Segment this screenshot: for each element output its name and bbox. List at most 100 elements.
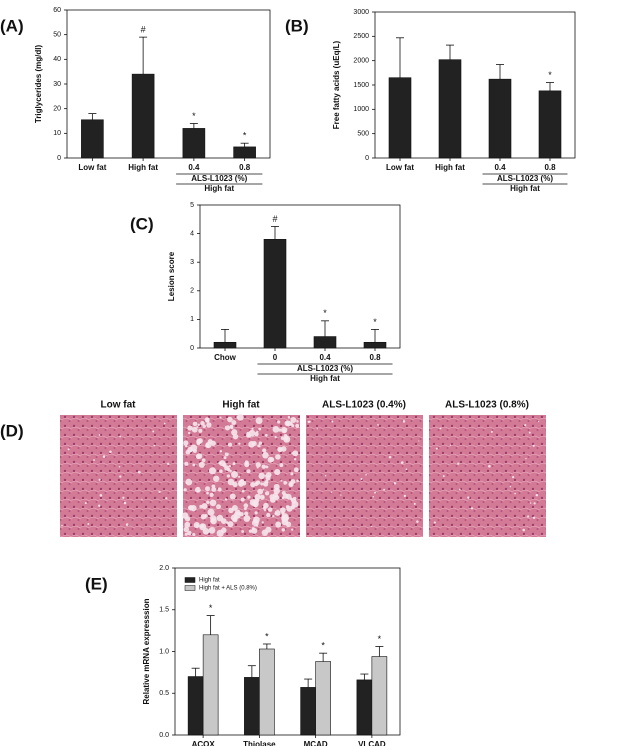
y-axis-label: Lesion score xyxy=(167,251,176,301)
lipid-droplet xyxy=(152,430,155,433)
x-tick-label: Low fat xyxy=(78,163,106,172)
y-tick-label: 500 xyxy=(357,131,369,138)
lipid-droplet xyxy=(208,526,216,534)
lipid-droplet xyxy=(205,486,211,492)
lipid-droplet xyxy=(371,525,373,527)
x-tick-label: 0 xyxy=(273,353,278,362)
lipid-droplet xyxy=(296,479,299,483)
lipid-droplet xyxy=(416,520,419,523)
lipid-droplet xyxy=(528,431,531,434)
group-sublabel: High fat xyxy=(510,184,540,193)
lipid-droplet xyxy=(216,514,224,522)
lipid-droplet xyxy=(522,528,526,532)
image-title: ALS-L1023 (0.4%) xyxy=(322,400,406,411)
lipid-droplet xyxy=(262,452,269,459)
bar xyxy=(438,59,462,159)
x-tick-label: Low fat xyxy=(386,163,414,172)
lipid-droplet xyxy=(98,434,101,436)
lipid-droplet xyxy=(217,487,222,492)
lipid-droplet xyxy=(238,475,241,478)
lipid-droplet xyxy=(413,502,416,505)
lipid-droplet xyxy=(261,464,266,469)
lipid-droplet xyxy=(196,441,201,446)
lipid-droplet xyxy=(190,505,197,512)
lipid-droplet xyxy=(193,521,200,529)
lipid-droplet xyxy=(275,454,281,460)
lipid-droplet xyxy=(118,465,121,468)
lipid-droplet xyxy=(202,528,210,535)
lipid-droplet xyxy=(282,428,286,433)
lipid-droplet xyxy=(184,461,189,466)
lipid-droplet xyxy=(184,521,191,528)
lipid-droplet xyxy=(206,500,210,505)
lipid-droplet xyxy=(222,462,226,466)
lipid-droplet xyxy=(197,423,200,427)
lipid-droplet xyxy=(137,470,141,474)
lipid-droplet xyxy=(167,462,170,465)
lipid-droplet xyxy=(274,436,277,439)
lipid-droplet xyxy=(209,492,214,497)
histology-image xyxy=(306,415,423,537)
lipid-droplet xyxy=(274,512,277,515)
lipid-droplet xyxy=(291,500,299,508)
lipid-droplet xyxy=(227,442,233,447)
lipid-droplet xyxy=(280,507,286,514)
lipid-droplet xyxy=(185,482,188,485)
lipid-droplet xyxy=(206,419,210,423)
lipid-droplet xyxy=(232,517,238,523)
lipid-droplet xyxy=(537,420,540,423)
lipid-droplet xyxy=(265,433,268,437)
lipid-droplet xyxy=(289,497,293,500)
lipid-droplet xyxy=(260,482,264,486)
lipid-droplet xyxy=(285,521,292,528)
x-tick-label: Chow xyxy=(214,353,237,362)
lipid-droplet xyxy=(277,446,283,453)
lipid-droplet xyxy=(524,424,527,427)
lipid-droplet xyxy=(184,532,188,536)
lipid-droplet xyxy=(280,436,285,440)
bar xyxy=(300,687,316,736)
x-tick-label: 0.4 xyxy=(494,163,506,172)
lipid-droplet xyxy=(253,500,257,504)
lipid-droplet xyxy=(224,425,231,431)
lipid-droplet xyxy=(153,444,156,447)
lipid-droplet xyxy=(219,416,222,419)
lipid-droplet xyxy=(184,445,188,448)
lipid-droplet xyxy=(286,505,293,512)
lipid-droplet xyxy=(267,507,273,512)
lipid-droplet xyxy=(403,494,407,498)
lipid-droplet xyxy=(280,479,283,482)
lipid-droplet xyxy=(377,424,379,426)
bar xyxy=(488,78,512,159)
significance-mark: * xyxy=(323,308,327,318)
lipid-droplet xyxy=(163,422,166,425)
lipid-droplet xyxy=(192,463,196,467)
legend-label: High fat + ALS (0.8%) xyxy=(199,586,257,592)
image-title: High fat xyxy=(222,400,260,411)
image-title: ALS-L1023 (0.8%) xyxy=(445,400,529,411)
lipid-droplet xyxy=(258,441,263,445)
lipid-droplet xyxy=(286,516,290,520)
lipid-droplet xyxy=(183,440,189,446)
lipid-droplet xyxy=(238,442,241,445)
lipid-droplet xyxy=(269,457,275,462)
y-tick-label: 2500 xyxy=(353,33,369,40)
y-tick-label: 50 xyxy=(53,32,61,39)
x-tick-label: Thiolase xyxy=(243,740,276,746)
lipid-droplet xyxy=(291,528,294,531)
lipid-droplet xyxy=(264,491,270,496)
lipid-droplet xyxy=(236,413,244,421)
lipid-droplet xyxy=(273,487,280,495)
panel-label: (D) xyxy=(0,421,24,440)
lipid-droplet xyxy=(281,528,286,532)
lipid-droplet xyxy=(123,501,127,505)
lipid-droplet xyxy=(290,472,294,476)
lipid-droplet xyxy=(251,441,257,447)
y-tick-label: 30 xyxy=(53,81,61,88)
bar xyxy=(315,661,331,736)
y-axis-label: Free fatty acids (uEq/L) xyxy=(332,40,341,129)
lipid-droplet xyxy=(393,482,397,485)
lipid-droplet xyxy=(241,489,245,493)
x-tick-label: 0.8 xyxy=(239,163,251,172)
lipid-droplet xyxy=(247,495,251,499)
